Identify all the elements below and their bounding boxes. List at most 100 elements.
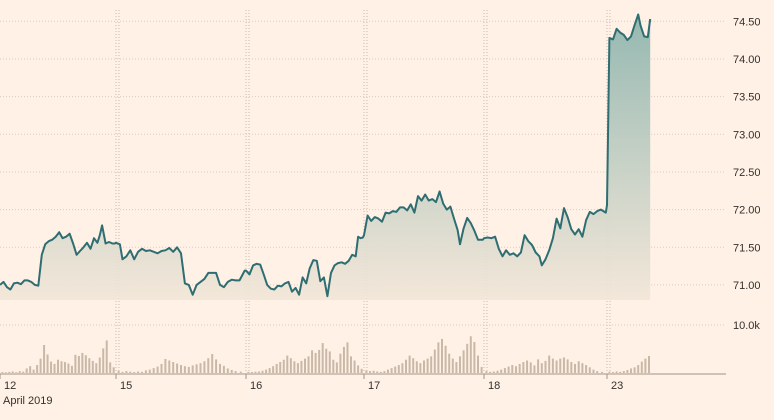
volume-bar — [473, 341, 476, 373]
volume-bar — [91, 360, 94, 373]
volume-bar — [117, 370, 120, 373]
volume-bar — [387, 369, 389, 373]
volume-bar — [102, 348, 105, 373]
volume-bar — [250, 372, 253, 373]
volume-bar — [372, 370, 375, 373]
volume-bar — [70, 365, 73, 373]
volume-bar — [640, 361, 643, 373]
volume-bar — [630, 368, 632, 373]
volume-bar — [390, 368, 393, 373]
volume-bar — [408, 355, 411, 373]
volume-bar — [311, 350, 314, 373]
volume-bar — [342, 346, 345, 373]
volume-bar — [462, 350, 465, 373]
y-tick-label: 72.50 — [733, 167, 761, 179]
volume-bar — [95, 363, 98, 373]
volume-bar — [168, 360, 171, 373]
volume-bar — [77, 355, 80, 373]
volume-bar — [152, 368, 155, 373]
volume-bar — [459, 356, 461, 373]
volume-bar — [426, 358, 429, 373]
volume-bar — [469, 336, 472, 373]
volume-bar — [619, 371, 622, 373]
volume-bar — [215, 359, 218, 373]
volume-bar — [272, 366, 275, 373]
volume-bar — [57, 359, 59, 373]
y-tick-label: 74.00 — [733, 54, 761, 66]
volume-bar — [46, 354, 49, 373]
volume-bar — [172, 362, 175, 373]
volume-bar — [480, 366, 483, 373]
volume-bar — [637, 365, 640, 373]
volume-bar — [43, 344, 46, 373]
volume-bar — [376, 371, 379, 373]
volume-bar — [304, 358, 306, 373]
volume-bar — [423, 360, 425, 373]
volume-bar — [397, 365, 400, 373]
volume-bar — [415, 361, 418, 373]
volume-bars — [1, 336, 650, 373]
volume-bar — [419, 363, 422, 373]
volume-bar — [503, 368, 506, 373]
volume-tick-label: 10.0k — [733, 320, 760, 332]
volume-bar — [25, 368, 28, 373]
volume-bar — [529, 362, 532, 373]
x-tick-label: 15 — [120, 380, 132, 392]
volume-bar — [451, 358, 454, 373]
y-tick-label: 72.00 — [733, 205, 761, 217]
volume-bar — [332, 359, 335, 373]
volume-bar — [1, 372, 4, 373]
volume-bar — [261, 370, 264, 373]
volume-bar — [296, 363, 299, 373]
volume-bar — [279, 362, 282, 373]
volume-bar — [526, 360, 529, 373]
volume-bar — [314, 352, 317, 373]
volume-bar — [112, 367, 115, 373]
volume-bar — [109, 362, 112, 373]
volume-bar — [401, 363, 404, 373]
volume-bar — [254, 371, 257, 373]
volume-bar — [441, 338, 443, 373]
volume-bar — [32, 369, 35, 373]
volume-bar — [405, 359, 407, 373]
y-tick-label: 71.00 — [733, 280, 761, 292]
volume-bar — [489, 371, 492, 373]
volume-bar — [612, 372, 614, 373]
volume-bar — [592, 369, 595, 373]
volume-bar — [339, 353, 342, 373]
volume-bar — [207, 358, 210, 373]
volume-bar — [18, 371, 21, 373]
volume-bar — [187, 366, 190, 373]
x-tick-label: 17 — [368, 380, 380, 392]
volume-bar — [522, 362, 525, 373]
volume-bar — [160, 363, 163, 373]
volume-bar — [247, 371, 250, 373]
volume-bar — [257, 371, 260, 373]
volume-bar — [455, 362, 458, 373]
volume-bar — [477, 355, 479, 373]
volume-bar — [286, 355, 289, 373]
volume-bar — [574, 363, 577, 373]
volume-bar — [275, 363, 278, 373]
volume-bar — [29, 366, 32, 373]
y-axis-labels: 74.50 74.00 73.50 73.00 72.50 72.00 71.50 71.00… — [733, 16, 761, 332]
x-tick-label: 23 — [611, 380, 623, 392]
volume-bar — [125, 371, 128, 373]
volume-bar — [293, 361, 296, 373]
volume-bar — [566, 359, 569, 373]
volume-bar — [4, 372, 7, 373]
volume-bar — [144, 370, 147, 373]
volume-bar — [608, 371, 611, 373]
volume-bar — [222, 365, 225, 373]
volume-bar — [11, 371, 14, 373]
volume-bar — [191, 365, 194, 373]
x-tick-label: 12 — [4, 380, 16, 392]
price-line — [0, 13, 652, 298]
volume-bar — [540, 363, 543, 373]
volume-bar — [581, 363, 584, 373]
volume-bar — [433, 349, 436, 373]
x-axis-labels: 12 15 16 17 18 23 — [0, 374, 623, 392]
volume-bar — [448, 353, 451, 373]
